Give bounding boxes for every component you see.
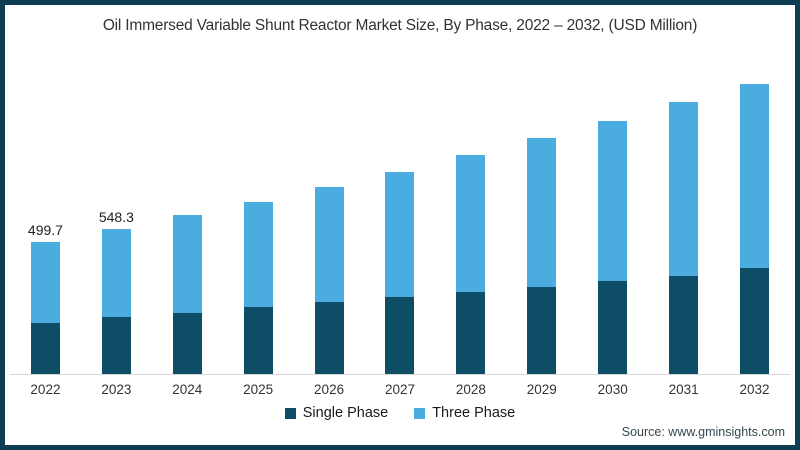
bar-group-2026 <box>294 186 365 374</box>
bar-segment-three-phase-2026 <box>314 186 344 303</box>
bar-group-2024 <box>152 215 223 374</box>
bar-group-2031 <box>648 102 719 374</box>
bar-group-2030 <box>577 120 648 374</box>
chart-title: Oil Immersed Variable Shunt Reactor Mark… <box>102 17 698 34</box>
bar-segment-single-phase-2032 <box>740 268 770 374</box>
bar-segment-single-phase-2022 <box>30 322 60 374</box>
single-phase-swatch-icon <box>284 407 296 419</box>
plot-area: 499.7 548.3 <box>10 44 790 374</box>
x-axis-label-2027: 2027 <box>384 382 415 397</box>
bar-segment-single-phase-2024 <box>172 312 202 374</box>
bar-segment-single-phase-2025 <box>243 307 273 374</box>
x-axis-label-2032: 2032 <box>739 382 770 397</box>
x-axis-label-2029: 2029 <box>526 382 557 397</box>
x-axis-label-2028: 2028 <box>455 382 486 397</box>
bar-segment-single-phase-2028 <box>456 292 486 374</box>
bar-segment-three-phase-2024 <box>172 215 202 313</box>
bar-segment-single-phase-2030 <box>598 280 628 374</box>
bar-segment-three-phase-2029 <box>527 138 557 288</box>
x-axis-label-2025: 2025 <box>243 382 274 397</box>
legend-label-single-phase: Single Phase <box>302 405 389 421</box>
bar-segment-single-phase-2027 <box>385 297 415 374</box>
bar-segment-single-phase-2029 <box>527 287 557 374</box>
bar-group-2023: 548.3 <box>81 209 152 374</box>
bar-segment-single-phase-2031 <box>669 275 699 374</box>
bar-segment-three-phase-2032 <box>740 83 770 269</box>
bar-segment-single-phase-2023 <box>101 317 131 374</box>
source-credit: Source: www.gminsights.com <box>621 425 785 439</box>
x-axis-label-2031: 2031 <box>668 382 699 397</box>
bar-segment-three-phase-2022 <box>30 241 60 323</box>
bar-segment-three-phase-2023 <box>101 229 131 318</box>
x-axis-labels: 2022 2023 2024 2025 2026 2027 2028 2029 2030 2031… <box>10 382 790 397</box>
bar-total-label-2022: 499.7 <box>27 221 63 238</box>
legend-label-three-phase: Three Phase <box>432 405 516 421</box>
bar-total-label-2023: 548.3 <box>98 209 134 226</box>
bar-group-2029 <box>506 138 577 374</box>
bar-segment-single-phase-2026 <box>314 302 344 374</box>
bar-group-2028 <box>435 155 506 374</box>
bar-segment-three-phase-2030 <box>598 120 628 281</box>
legend-item-three-phase: Three Phase <box>414 405 515 421</box>
x-axis-label-2023: 2023 <box>101 382 132 397</box>
bar-group-2032 <box>719 83 790 374</box>
x-axis-label-2030: 2030 <box>597 382 628 397</box>
bar-segment-three-phase-2031 <box>669 102 699 276</box>
three-phase-swatch-icon <box>414 407 426 419</box>
bar-group-2027 <box>365 171 436 374</box>
x-axis-label-2024: 2024 <box>172 382 203 397</box>
x-axis-label-2022: 2022 <box>30 382 61 397</box>
bar-segment-three-phase-2027 <box>385 171 415 298</box>
bar-group-2025 <box>223 201 294 374</box>
x-axis-label-2026: 2026 <box>314 382 345 397</box>
legend: Single Phase Three Phase <box>5 405 795 421</box>
bar-segment-three-phase-2025 <box>243 201 273 308</box>
x-axis-line <box>10 374 790 375</box>
legend-item-single-phase: Single Phase <box>284 405 389 421</box>
bar-segment-three-phase-2028 <box>456 155 486 293</box>
bar-group-2022: 499.7 <box>10 222 81 374</box>
